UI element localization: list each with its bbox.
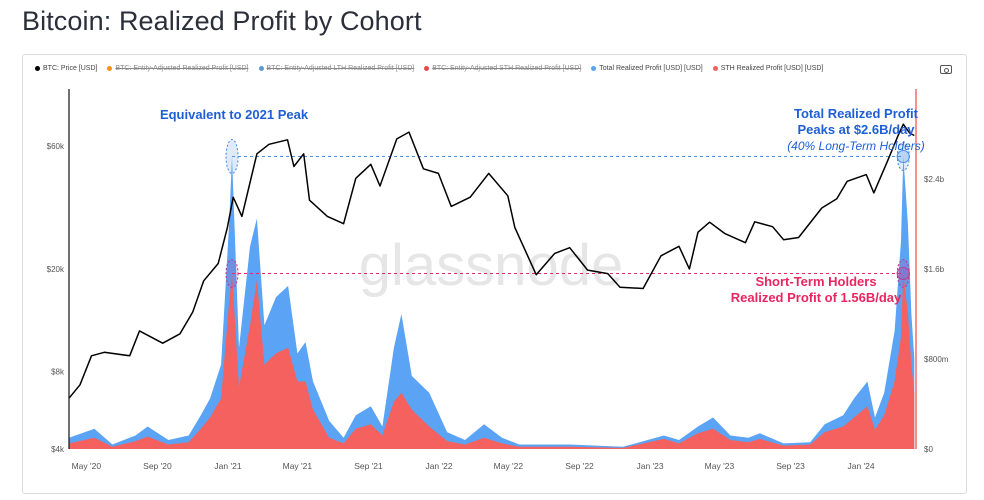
annotation-sth-line2: Realized Profit of 1.56B/day (731, 290, 902, 305)
axes-layer: $4k $8k $20k $60k $0 $800m $1.6b $2.4b May '20 Se… (47, 89, 949, 471)
x-tick-label: Sep '23 (776, 461, 805, 471)
price-line-layer (68, 123, 915, 399)
highlight-marker (225, 258, 239, 289)
x-tick-label: Jan '23 (636, 461, 663, 471)
x-tick-label: Jan '24 (847, 461, 874, 471)
y-right-tick-label: $0 (924, 445, 933, 454)
legend-label: BTC: Entity-Adjusted STH Realized Profit… (432, 65, 582, 72)
x-tick-label: Sep '21 (354, 461, 383, 471)
peak-dot (896, 266, 910, 281)
legend-swatch (258, 66, 264, 71)
legend-item-sth-realized-profit[interactable]: BTC: Entity-Adjusted STH Realized Profit… (424, 65, 581, 72)
x-tick-label: May '22 (494, 461, 524, 471)
annotation-lth-share: (40% Long-Term Holders) (787, 139, 925, 153)
chart-card: BTC: Price [USD] BTC: Entity-Adjusted Re… (22, 54, 967, 494)
x-tick-label: May '20 (72, 461, 102, 471)
x-tick-label: May '21 (283, 461, 313, 471)
reference-line-layer (232, 156, 904, 274)
x-tick-label: Jan '22 (425, 461, 452, 471)
x-tick-label: Sep '20 (143, 461, 172, 471)
annotation-sth-line1: Short-Term Holders (755, 274, 876, 289)
legend-label: BTC: Entity-Adjusted LTH Realized Profit… (266, 65, 415, 72)
legend-item-btc-price[interactable]: BTC: Price [USD] (35, 65, 97, 72)
legend-label: BTC: Entity-Adjusted Realized Profit [US… (115, 65, 249, 72)
x-tick-label: Sep '22 (565, 461, 594, 471)
highlight-marker-layer (225, 89, 917, 449)
price-line (68, 123, 915, 399)
annotation-layer: Equivalent to 2021 Peak Total Realized Pr… (160, 106, 925, 305)
annotation-total-peak-line2: Peaks at $2.6B/day (797, 122, 915, 137)
y-right-tick-label: $1.6b (924, 265, 945, 274)
legend-swatch (35, 66, 40, 71)
y-left-tick-label: $20k (47, 265, 65, 274)
watermark: glassnode (359, 233, 623, 298)
legend-label: BTC: Price [USD] (43, 65, 98, 72)
legend-label: STH Realized Profit [USD] [USD] (720, 65, 824, 72)
y-right-tick-label: $2.4b (924, 175, 945, 184)
legend-swatch (107, 66, 113, 71)
camera-icon[interactable] (940, 65, 952, 74)
y-left-tick-label: $4k (51, 445, 65, 454)
legend-item-lth-realized-profit[interactable]: BTC: Entity-Adjusted LTH Realized Profit… (258, 65, 415, 72)
annotation-2021-peak: Equivalent to 2021 Peak (160, 107, 309, 122)
legend-item-realized-profit[interactable]: BTC: Entity-Adjusted Realized Profit [US… (107, 65, 249, 72)
annotation-total-peak-line1: Total Realized Profit (794, 106, 919, 121)
chart-legend: BTC: Price [USD] BTC: Entity-Adjusted Re… (35, 65, 823, 72)
legend-label: Total Realized Profit [USD] [USD] (599, 65, 703, 72)
y-right-tick-label: $800m (924, 355, 949, 364)
x-tick-label: May '23 (705, 461, 735, 471)
chart-svg: glassnode $4k $8k $20k $60k $0 $800m $1.6b $2.4… (47, 89, 949, 471)
area-layer (69, 156, 915, 449)
legend-swatch (424, 66, 430, 71)
x-tick-label: Jan '21 (214, 461, 241, 471)
peak-dot (896, 149, 910, 164)
legend-swatch (591, 66, 597, 71)
legend-item-total-realized-profit[interactable]: Total Realized Profit [USD] [USD] (591, 65, 703, 72)
legend-item-sth-realized-profit-usd[interactable]: STH Realized Profit [USD] [USD] (712, 65, 824, 72)
y-left-tick-label: $60k (47, 142, 65, 151)
page-title: Bitcoin: Realized Profit by Cohort (22, 6, 422, 36)
highlight-marker (225, 138, 239, 175)
legend-swatch (712, 66, 718, 71)
y-left-tick-label: $8k (51, 367, 65, 376)
area-sth-realized-profit-usd-usd (69, 273, 915, 449)
